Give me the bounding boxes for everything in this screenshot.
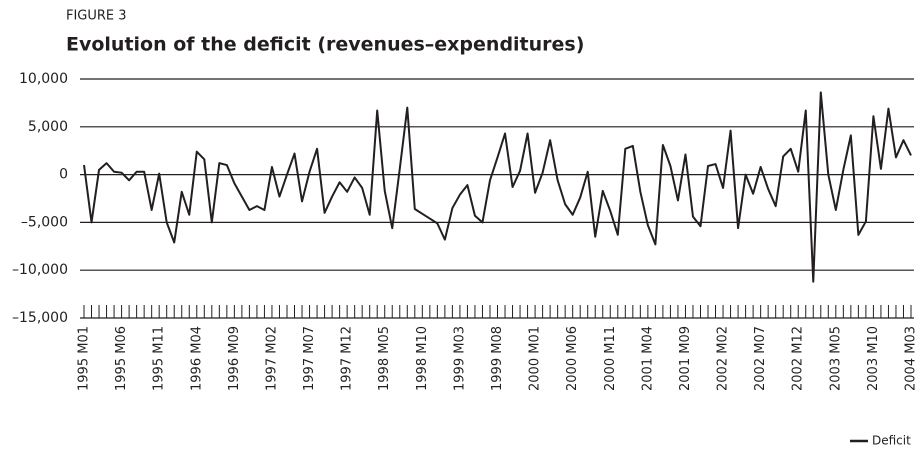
x-tick-label: 2002 M12	[791, 326, 806, 391]
figure-label: FIGURE 3	[66, 9, 127, 24]
x-tick-label: 2001 M09	[678, 326, 693, 391]
y-tick-label: 5,000	[28, 119, 68, 135]
x-tick-label: 1998 M10	[415, 326, 430, 391]
x-tick-label: 1997 M07	[302, 326, 317, 391]
x-tick-label: 1999 M08	[490, 326, 505, 391]
x-tick-label: 2004 M03	[904, 326, 919, 391]
x-tick-label: 1999 M03	[452, 326, 467, 391]
chart-title: Evolution of the deficit (revenues–expen…	[66, 34, 584, 56]
y-tick-label: 0	[59, 167, 68, 183]
y-tick-label: –5,000	[21, 214, 68, 230]
x-tick-label: 2003 M05	[828, 326, 843, 391]
x-tick-label: 1996 M04	[189, 326, 204, 391]
x-tick-label: 1997 M12	[340, 326, 355, 391]
data-line	[83, 91, 912, 283]
x-tick-label: 2000 M11	[603, 326, 618, 391]
x-tick-label: 2001 M04	[640, 326, 655, 391]
y-tick-label: 10,000	[19, 71, 68, 87]
y-tick-label: –15,000	[12, 310, 68, 326]
x-tick-label: 2002 M02	[716, 326, 731, 391]
x-tick-label: 1998 M05	[377, 326, 392, 391]
x-tick-label: 1995 M11	[152, 326, 167, 391]
x-tick-label: 2002 M07	[753, 326, 768, 391]
legend-label: Deficit	[872, 434, 911, 448]
y-tick-label: –10,000	[12, 262, 68, 278]
x-tick-label: 1997 M02	[264, 326, 279, 391]
x-tick-label: 2003 M10	[866, 326, 881, 391]
x-tick-label: 1996 M09	[227, 326, 242, 391]
x-tick-label: 2000 M06	[565, 326, 580, 391]
x-tick-label: 1995 M01	[77, 326, 92, 391]
x-tick-label: 1995 M06	[114, 326, 129, 391]
x-tick-label: 2000 M01	[528, 326, 543, 391]
